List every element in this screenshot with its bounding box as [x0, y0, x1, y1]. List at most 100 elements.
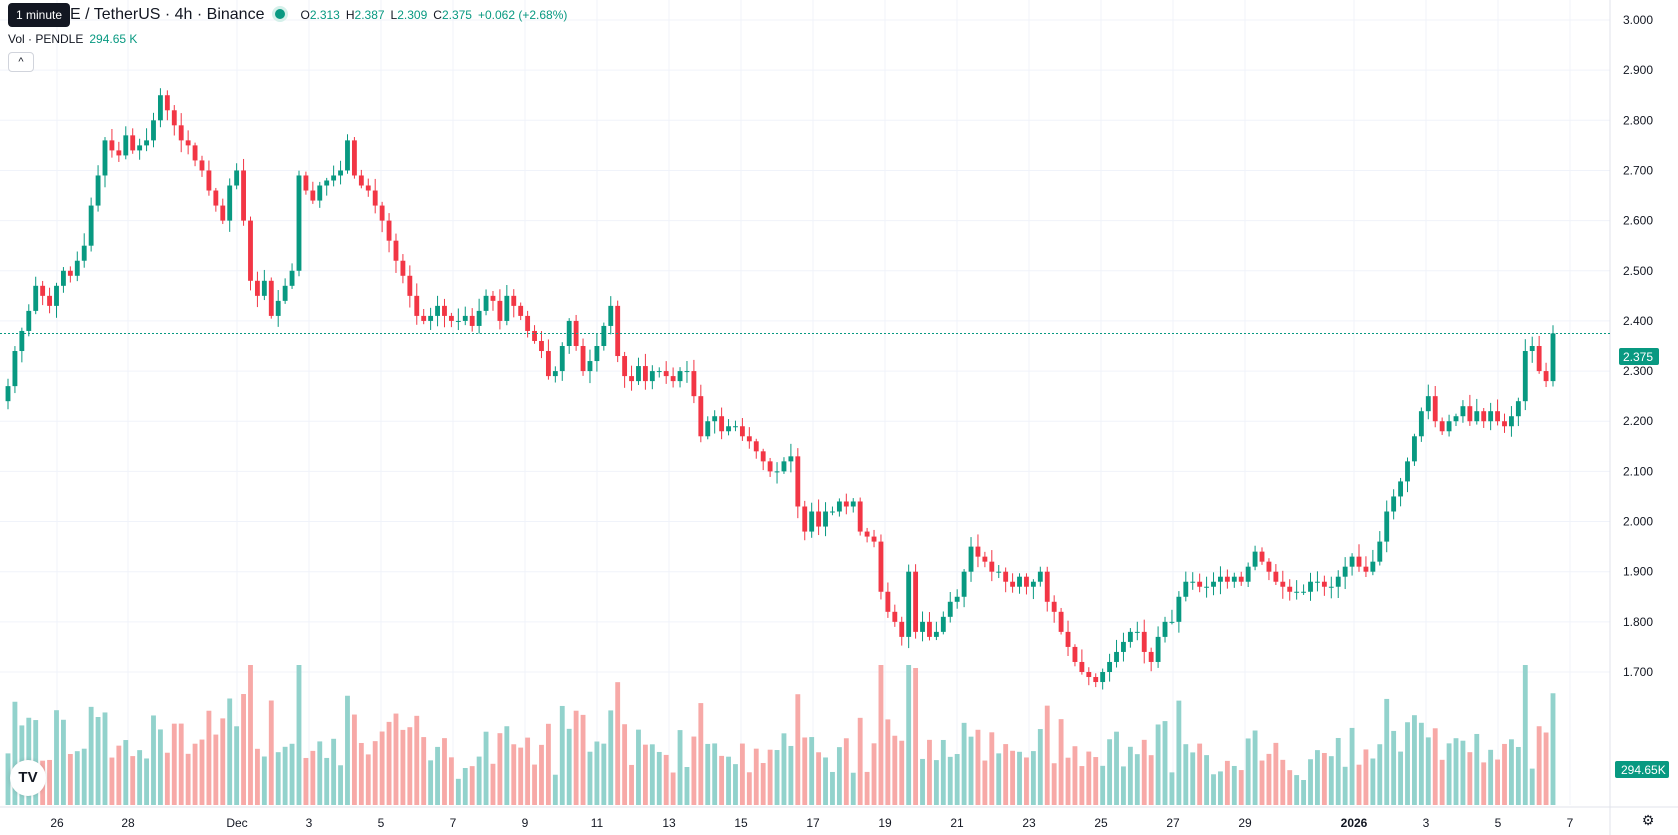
- volume-bar: [497, 733, 503, 805]
- candle-body: [213, 190, 219, 206]
- candle-body: [767, 461, 773, 472]
- candle-body: [1294, 591, 1300, 593]
- volume-bar: [81, 748, 87, 805]
- candle-body: [365, 185, 371, 191]
- gear-icon[interactable]: ⚙: [1641, 812, 1655, 828]
- volume-bar: [920, 758, 925, 805]
- candle-body: [151, 120, 156, 141]
- candle-body: [261, 280, 267, 296]
- volume-bar: [407, 727, 413, 805]
- candle-body: [982, 556, 988, 562]
- candle-body: [933, 631, 939, 637]
- volume-bar: [961, 722, 967, 805]
- candle-body: [878, 541, 884, 592]
- candle-body: [663, 371, 669, 377]
- volume-bar: [1280, 759, 1286, 805]
- volume-bar: [594, 741, 600, 805]
- time-tick-label: 26: [50, 816, 64, 830]
- volume-bar: [1398, 751, 1404, 805]
- candle-body: [1252, 551, 1258, 567]
- candle-body: [1543, 371, 1549, 382]
- volume-bar: [532, 764, 537, 805]
- price-tick-label: 1.700: [1623, 665, 1653, 679]
- volume-bar: [1363, 749, 1369, 805]
- candle-body: [1335, 576, 1341, 587]
- volume-bar: [552, 774, 558, 805]
- volume-bar: [303, 757, 309, 805]
- candle-body: [1439, 421, 1445, 432]
- volume-bar: [753, 748, 759, 805]
- volume-bar: [1474, 733, 1480, 805]
- candle-body: [428, 315, 434, 321]
- candle-body: [275, 300, 281, 316]
- symbol-legend[interactable]: E / TetherUS · 4h · Binance O2.313 H2.387 L…: [8, 6, 567, 24]
- candle-body: [1155, 636, 1161, 662]
- volume-bar: [379, 731, 385, 805]
- candle-body: [178, 125, 184, 141]
- volume-bar: [712, 743, 718, 805]
- market-status-icon[interactable]: [272, 6, 289, 22]
- tradingview-logo-icon[interactable]: TV: [10, 760, 46, 796]
- volume-bar: [1342, 766, 1348, 805]
- candle-body: [691, 371, 697, 397]
- candle-body: [622, 356, 628, 377]
- change-value: +0.062 (+2.68%): [477, 8, 568, 22]
- candle-body: [532, 330, 537, 341]
- candle-body: [1238, 576, 1244, 582]
- volume-bar: [968, 736, 974, 805]
- candle-body: [1425, 396, 1431, 412]
- time-tick-label: 9: [522, 816, 529, 830]
- time-axis[interactable]: 26 28 Dec 3 5 7 9 11 13 15 17 19 21 23 25 27 29 2026 3 5 7: [50, 816, 1573, 830]
- symbol-title[interactable]: E / TetherUS · 4h · Binance: [70, 6, 265, 23]
- volume-bar: [677, 730, 683, 805]
- interval-tooltip: 1 minute: [8, 3, 71, 27]
- candle-body: [199, 160, 205, 171]
- candle-body: [1370, 561, 1376, 572]
- volume-bar: [123, 740, 129, 805]
- candle-body: [677, 371, 683, 382]
- volume-bar: [1211, 774, 1216, 805]
- volume-bar: [1273, 742, 1279, 805]
- price-tick-label: 2.900: [1623, 63, 1653, 77]
- volume-bar: [310, 750, 316, 805]
- candlesticks[interactable]: [5, 88, 1556, 690]
- candle-body: [1273, 571, 1279, 582]
- volume-bar: [760, 763, 766, 805]
- candle-body: [830, 511, 835, 513]
- candle-body: [504, 295, 510, 321]
- candle-body: [726, 426, 731, 432]
- candle-body: [1204, 586, 1210, 588]
- price-axis[interactable]: 3.000 2.900 2.800 2.700 2.600 2.500 2.400 2.300…: [1623, 13, 1653, 679]
- candle-body: [1315, 581, 1320, 583]
- candle-body: [393, 240, 399, 261]
- candle-body: [67, 270, 73, 276]
- candle-body: [968, 546, 974, 572]
- candle-body: [1169, 621, 1175, 623]
- candle-body: [961, 571, 967, 597]
- volume-bar: [1044, 705, 1050, 805]
- candle-body: [525, 315, 531, 331]
- volume-bar: [982, 760, 988, 805]
- candle-body: [816, 511, 822, 527]
- volume-bar: [1349, 727, 1355, 805]
- candle-body: [137, 145, 143, 151]
- candle-body: [157, 95, 163, 121]
- candle-body: [1432, 396, 1438, 422]
- volume-bar: [816, 752, 822, 805]
- candle-body: [899, 621, 905, 637]
- volume-bar: [525, 737, 531, 805]
- volume-bar: [1127, 746, 1133, 805]
- price-tick-label: 1.900: [1623, 565, 1653, 579]
- candle-body: [1086, 672, 1092, 678]
- candle-body: [1051, 601, 1057, 612]
- volume-bar: [559, 705, 565, 805]
- volume-bar: [116, 745, 122, 805]
- volume-bar: [927, 739, 932, 805]
- high-label: H: [345, 8, 355, 22]
- candle-body: [719, 416, 725, 432]
- volume-bar: [178, 723, 184, 805]
- candle-body: [227, 185, 233, 221]
- chevron-up-icon[interactable]: ^: [8, 52, 34, 72]
- volume-legend[interactable]: Vol · PENDLE 294.65 K: [8, 32, 137, 46]
